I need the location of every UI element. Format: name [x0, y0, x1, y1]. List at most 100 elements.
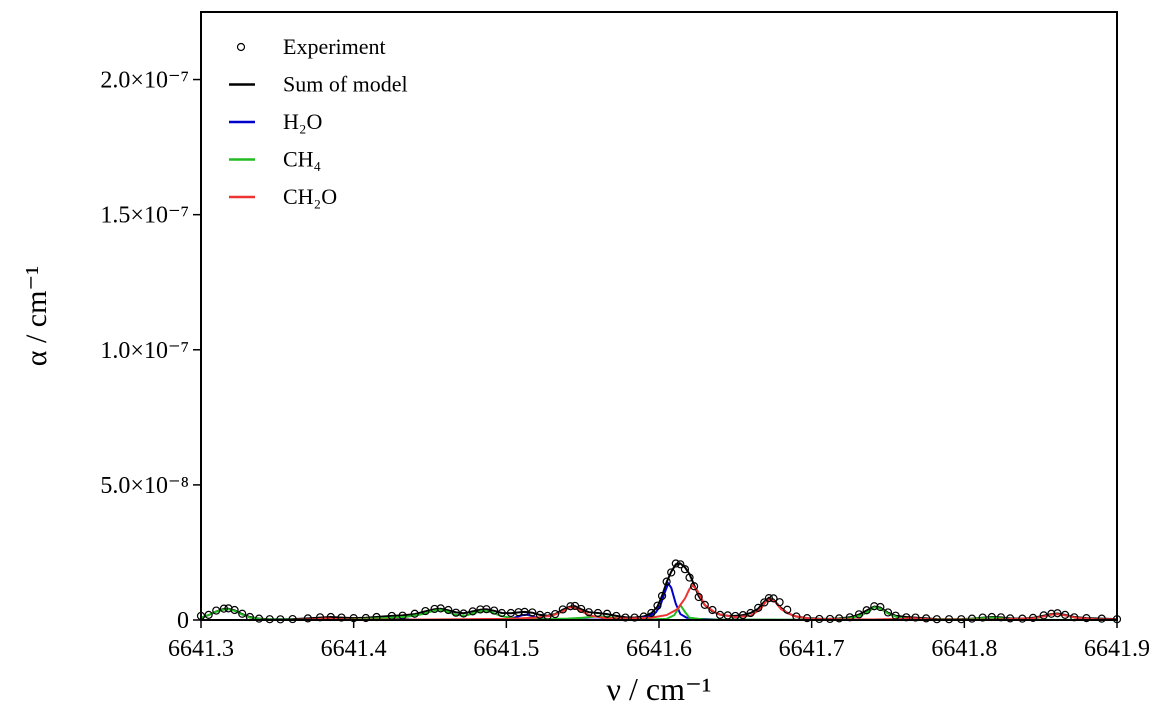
x-tick-label: 6641.6 — [626, 636, 692, 662]
data-point — [212, 606, 221, 615]
x-tick-label: 6641.7 — [779, 636, 845, 662]
plot-frame — [200, 11, 1118, 621]
data-point — [783, 605, 792, 614]
y-tick-label: 1.0×10⁻⁷ — [100, 338, 189, 364]
legend-label: CH₂O — [283, 184, 337, 209]
data-point — [337, 613, 346, 622]
data-point — [421, 606, 430, 616]
series-line — [201, 562, 1117, 620]
x-tick-label: 6641.3 — [168, 636, 234, 662]
data-point — [1018, 614, 1027, 623]
data-point — [815, 614, 824, 624]
data-point — [700, 600, 709, 609]
data-point — [497, 608, 506, 618]
data-point — [922, 614, 931, 623]
data-point — [520, 607, 529, 616]
data-point — [451, 608, 461, 617]
data-point — [825, 614, 835, 624]
data-point — [835, 614, 844, 623]
data-point — [230, 605, 239, 615]
data-point — [1053, 609, 1062, 618]
data-point — [760, 598, 769, 607]
data-point — [1082, 614, 1091, 623]
data-point — [653, 601, 662, 610]
data-point — [876, 602, 885, 612]
legend-label: H₂O — [283, 109, 322, 134]
data-point — [647, 608, 656, 618]
y-axis-label: α / cm⁻¹ — [20, 266, 53, 367]
data-point — [870, 602, 879, 611]
data-point — [690, 582, 699, 591]
data-point — [657, 591, 667, 601]
data-point — [630, 613, 639, 622]
data-point — [361, 613, 370, 623]
data-point — [1047, 609, 1056, 618]
data-point — [204, 610, 213, 619]
data-point — [723, 611, 732, 620]
data-point — [482, 605, 491, 614]
legend-marker — [236, 42, 246, 52]
data-point — [528, 608, 537, 617]
data-point — [1028, 613, 1038, 622]
data-point — [1006, 614, 1015, 623]
data-point — [490, 606, 499, 615]
data-point — [694, 592, 703, 602]
data-point — [430, 604, 439, 614]
data-point — [566, 602, 575, 611]
x-tick-label: 6641.4 — [321, 636, 387, 662]
data-point — [671, 559, 680, 568]
data-point — [444, 605, 453, 615]
data-point — [1039, 611, 1048, 620]
data-point — [685, 573, 694, 582]
x-tick-label: 6641.9 — [1084, 636, 1150, 662]
data-point — [436, 604, 445, 613]
data-point — [967, 614, 977, 623]
data-point — [558, 605, 567, 614]
data-point — [349, 614, 358, 623]
data-point — [676, 560, 685, 569]
data-point — [883, 608, 893, 617]
data-point — [715, 610, 725, 619]
legend-label: CH₄ — [283, 147, 321, 172]
y-tick-label: 1.5×10⁻⁷ — [100, 203, 189, 229]
legend-label: Sum of model — [283, 72, 408, 97]
data-point — [577, 604, 586, 614]
data-point — [593, 608, 603, 618]
y-tick-label: 5.0×10⁻⁸ — [100, 473, 189, 499]
data-point — [708, 605, 717, 615]
data-point — [602, 609, 612, 618]
y-tick-label: 2.0×10⁻⁷ — [100, 68, 189, 94]
x-tick-label: 6641.5 — [473, 636, 539, 662]
data-point — [584, 608, 593, 617]
x-tick-label: 6641.8 — [931, 636, 997, 662]
data-point — [410, 609, 419, 618]
data-point — [459, 609, 468, 618]
data-point — [775, 598, 784, 607]
data-point — [621, 613, 630, 622]
data-point — [738, 611, 748, 620]
data-point — [764, 594, 774, 603]
data-point — [514, 608, 523, 617]
data-point — [506, 608, 516, 618]
data-point — [254, 614, 264, 623]
data-point — [680, 565, 690, 574]
data-point — [769, 594, 778, 603]
y-tick-label: 0 — [177, 608, 189, 634]
data-point — [862, 606, 871, 615]
data-point — [535, 610, 545, 619]
data-point — [219, 604, 228, 613]
data-point — [1097, 614, 1106, 623]
legend-label: Experiment — [283, 34, 386, 59]
data-point — [911, 613, 920, 622]
data-point — [476, 605, 485, 614]
data-point — [978, 613, 987, 622]
x-axis-label: ν / cm⁻¹ — [607, 671, 712, 707]
data-point — [303, 614, 312, 623]
data-point — [662, 577, 671, 586]
data-point — [667, 568, 676, 577]
data-point — [551, 609, 560, 619]
data-point — [1060, 610, 1070, 619]
data-point — [854, 610, 864, 619]
